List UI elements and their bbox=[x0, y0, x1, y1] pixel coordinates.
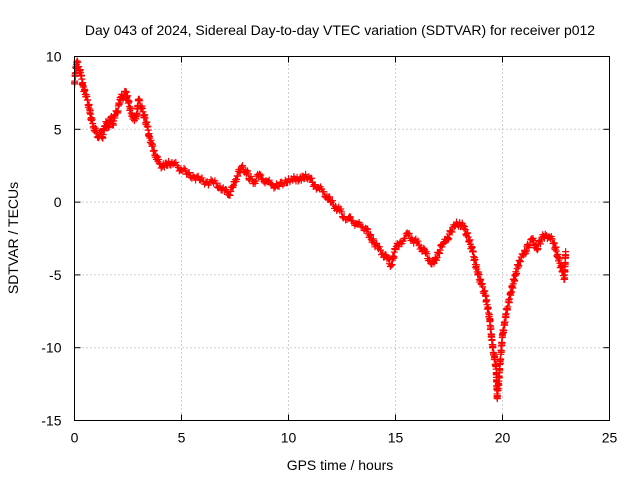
data-point bbox=[439, 240, 447, 248]
data-point-cluster bbox=[286, 175, 295, 186]
y-tick-label: -5 bbox=[49, 267, 62, 283]
data-points bbox=[71, 57, 570, 403]
data-point-cluster bbox=[414, 237, 424, 253]
data-point-cluster bbox=[232, 175, 241, 185]
data-point-cluster bbox=[473, 268, 485, 286]
data-point-cluster bbox=[457, 219, 467, 231]
plot-frame bbox=[74, 56, 610, 421]
data-point-cluster bbox=[478, 280, 489, 297]
data-point-cluster bbox=[380, 250, 390, 261]
data-point-cluster bbox=[82, 91, 91, 101]
data-point-cluster bbox=[211, 177, 223, 192]
data-point-cluster bbox=[155, 155, 163, 167]
data-point-cluster bbox=[342, 216, 351, 224]
data-point-cluster bbox=[469, 247, 480, 272]
data-point-cluster bbox=[105, 115, 115, 131]
data-point bbox=[541, 230, 549, 238]
data-point-cluster bbox=[269, 180, 281, 192]
data-point-cluster bbox=[316, 183, 326, 193]
data-point-cluster bbox=[170, 158, 180, 167]
data-point bbox=[447, 227, 455, 235]
x-axis-label: GPS time / hours bbox=[287, 457, 394, 473]
data-point-cluster bbox=[122, 88, 132, 102]
data-point-cluster bbox=[99, 124, 108, 142]
data-point-cluster bbox=[367, 231, 377, 246]
data-point bbox=[562, 248, 570, 256]
data-point-cluster bbox=[465, 236, 476, 253]
data-point-cluster bbox=[264, 176, 274, 187]
data-point-cluster bbox=[256, 170, 266, 183]
data-point-cluster bbox=[499, 305, 511, 337]
data-point-cluster bbox=[328, 197, 339, 212]
data-point bbox=[165, 157, 173, 165]
data-point-cluster bbox=[185, 169, 197, 182]
data-point-cluster bbox=[503, 289, 515, 314]
x-tick-label: 5 bbox=[178, 430, 186, 446]
chart-title: Day 043 of 2024, Sidereal Day-to-day VTE… bbox=[85, 22, 595, 38]
data-point-cluster bbox=[101, 118, 110, 130]
data-point-cluster bbox=[418, 244, 429, 255]
data-point-cluster bbox=[354, 218, 364, 229]
data-point-cluster bbox=[375, 243, 386, 259]
axis-ticks: 0 5 10 15 20 25 -15 -10 -5 0 5 10 bbox=[41, 49, 617, 446]
data-point-cluster bbox=[179, 164, 191, 178]
data-point-cluster bbox=[507, 272, 519, 296]
x-tick-label: 0 bbox=[71, 430, 79, 446]
data-point-cluster bbox=[88, 115, 97, 132]
grid bbox=[74, 56, 610, 421]
data-point-cluster bbox=[139, 111, 151, 128]
data-point bbox=[528, 236, 536, 244]
x-tick-label: 20 bbox=[495, 430, 511, 446]
y-tick-label: 0 bbox=[54, 194, 62, 210]
data-point bbox=[404, 230, 412, 238]
data-point-cluster bbox=[486, 316, 496, 341]
data-point-cluster bbox=[118, 93, 127, 103]
data-point bbox=[216, 182, 224, 190]
data-point-cluster bbox=[362, 225, 373, 241]
data-point-cluster bbox=[290, 173, 300, 185]
data-point-cluster bbox=[350, 219, 360, 229]
y-tick-label: 5 bbox=[54, 121, 62, 137]
data-point-cluster bbox=[146, 134, 155, 146]
data-point-cluster bbox=[533, 237, 544, 254]
data-point-cluster bbox=[247, 173, 257, 188]
x-tick-label: 10 bbox=[281, 430, 297, 446]
data-point bbox=[310, 181, 318, 189]
y-tick-label: -10 bbox=[41, 340, 61, 356]
data-point-cluster bbox=[359, 223, 368, 234]
x-tick-label: 15 bbox=[388, 430, 404, 446]
data-point-cluster bbox=[397, 237, 407, 248]
data-point-cluster bbox=[275, 178, 287, 190]
data-point-cluster bbox=[198, 174, 210, 188]
data-point bbox=[421, 249, 429, 257]
data-point-cluster bbox=[79, 83, 89, 96]
data-point bbox=[366, 232, 374, 240]
y-tick-label: 10 bbox=[46, 49, 62, 65]
data-point-cluster bbox=[281, 176, 291, 187]
data-point bbox=[460, 224, 468, 232]
data-point-cluster bbox=[103, 119, 112, 132]
x-tick-label: 25 bbox=[602, 430, 618, 446]
data-point-cluster bbox=[461, 223, 472, 240]
data-point-cluster bbox=[127, 104, 136, 120]
y-axis-label: SDTVAR / TECUs bbox=[5, 182, 21, 294]
data-point-cluster bbox=[384, 254, 394, 270]
data-point-cluster bbox=[221, 185, 232, 198]
data-point-cluster bbox=[84, 96, 93, 111]
data-point bbox=[516, 256, 524, 264]
y-tick-label: -15 bbox=[41, 413, 61, 429]
data-point-cluster bbox=[97, 128, 106, 141]
data-point-cluster bbox=[73, 57, 82, 71]
data-point-cluster bbox=[345, 213, 356, 225]
